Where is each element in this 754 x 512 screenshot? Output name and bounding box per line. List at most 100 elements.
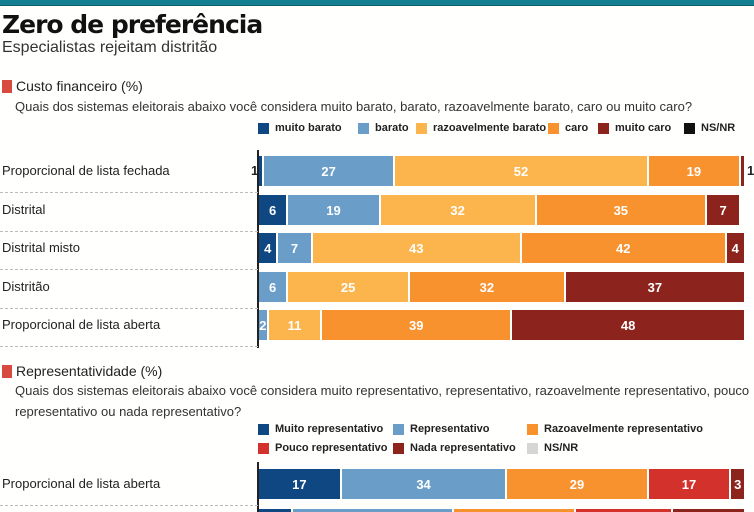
legend-swatch — [548, 122, 559, 134]
category-label: Distrital — [2, 202, 46, 217]
bar-segment-nada-representativo — [672, 509, 746, 512]
bar-segment-muito-barato: 6 — [259, 195, 289, 225]
section-title-representatividade: Representatividade (%) — [2, 363, 162, 379]
data-label: 6 — [268, 279, 277, 295]
legend-label: Muito representativo — [275, 423, 384, 435]
bar-segment-pouco-representativo: 17 — [648, 469, 732, 499]
data-label: 17 — [292, 476, 307, 492]
data-label: 6 — [268, 202, 277, 218]
bar-segment-muito-barato: 4 — [259, 233, 279, 263]
legend-item-representativo: Representativo — [393, 423, 489, 435]
data-label: 4 — [264, 240, 272, 256]
data-label: 37 — [647, 279, 663, 295]
data-label-outside: 1 — [747, 163, 754, 178]
legend-swatch — [258, 442, 269, 454]
bar-segment-muito-barato — [259, 156, 264, 186]
legend-item-caro: caro — [548, 122, 588, 134]
data-label: 29 — [569, 476, 585, 492]
data-label: 34 — [416, 476, 431, 492]
legend-swatch — [393, 423, 404, 435]
data-label: 39 — [409, 317, 424, 333]
data-label: 42 — [616, 240, 631, 256]
bar-segment-barato: 19 — [288, 195, 381, 225]
bar-segment-barato: 6 — [259, 272, 289, 302]
legend-label: Razoavelmente representativo — [544, 423, 703, 435]
category-label: Distritão — [2, 279, 50, 294]
bar-segment-muito-representativo — [259, 509, 294, 512]
bar-segment-razoavelmente-barato: 11 — [268, 310, 323, 340]
section-marker — [2, 364, 12, 378]
legend-label: caro — [565, 122, 589, 134]
data-label-outside: 1 — [251, 163, 259, 178]
data-label: 32 — [479, 279, 495, 295]
question-custo: Quais dos sistemas eleitorais abaixo voc… — [15, 99, 693, 114]
data-label: 52 — [513, 163, 529, 179]
legend-item-ns-nr: NS/NR — [684, 122, 735, 134]
legend-item-muito-caro: muito caro — [598, 122, 671, 134]
legend-item-ns-nr: NS/NR — [527, 442, 578, 454]
legend-label: Nada representativo — [410, 442, 516, 454]
data-label: 11 — [287, 317, 302, 333]
data-label: 32 — [450, 202, 465, 218]
legend-swatch — [684, 122, 695, 134]
legend-swatch — [527, 423, 538, 435]
legend-swatch — [393, 442, 404, 454]
bar-segment-muito-caro: 37 — [565, 272, 746, 302]
data-label: 27 — [321, 163, 336, 179]
legend-label: NS/NR — [701, 122, 736, 134]
legend-label: muito barato — [275, 122, 342, 134]
data-label: 3 — [734, 476, 742, 492]
legend-label: razoavelmente barato — [433, 122, 547, 134]
bar-segment-caro: 19 — [648, 156, 742, 186]
data-label: 4 — [731, 240, 739, 256]
row-separator — [0, 231, 258, 232]
data-label: 19 — [686, 163, 702, 179]
legend-swatch — [527, 442, 538, 454]
category-label: Distrital misto — [2, 240, 81, 255]
bar-segment-caro: 35 — [536, 195, 708, 225]
data-label: 35 — [613, 202, 629, 218]
section-title-custo: Custo financeiro (%) — [2, 78, 143, 94]
legend-item-muito-barato: muito barato — [258, 122, 342, 134]
legend-label: Representativo — [410, 423, 490, 435]
bar-segment-razoavelmente-barato: 25 — [288, 272, 410, 302]
data-label: 7 — [719, 202, 727, 218]
legend-item-pouco-representativo: Pouco representativo — [258, 442, 387, 454]
data-label: 7 — [290, 240, 299, 256]
legend-item-razoavelmente-representativo: Razoavelmente representativo — [527, 423, 703, 435]
row-separator — [0, 192, 258, 193]
data-label: 43 — [409, 240, 424, 256]
section-title-text: Custo financeiro (%) — [16, 78, 143, 94]
legend-swatch — [258, 423, 269, 435]
bar-segment-muito-caro — [741, 156, 746, 186]
category-label: Proporcional de lista aberta — [2, 476, 161, 491]
row-separator — [0, 269, 258, 270]
legend-label: muito caro — [615, 122, 672, 134]
legend-swatch — [358, 122, 369, 134]
legend-swatch — [258, 122, 269, 134]
bar-segment-muito-representativo: 17 — [259, 469, 342, 499]
y-axis-line — [257, 462, 259, 512]
data-label: 17 — [681, 476, 697, 492]
y-axis-line — [257, 150, 259, 348]
legend-swatch — [416, 122, 427, 134]
bar-segment-barato: 2 — [259, 310, 269, 340]
bar-segment-muito-caro: 7 — [707, 195, 742, 225]
bar-segment-barato: 7 — [278, 233, 313, 263]
category-label: Proporcional de lista aberta — [2, 317, 161, 332]
question-representatividade: Quais dos sistemas eleitorais abaixo voc… — [15, 383, 750, 419]
data-label: 2 — [259, 317, 267, 333]
data-label: 19 — [326, 202, 341, 218]
page-subtitle: Especialistas rejeitam distritão — [2, 39, 218, 56]
bar-segment-barato: 27 — [263, 156, 396, 186]
bar-segment-pouco-representativo — [575, 509, 673, 512]
legend-label: Pouco representativo — [275, 442, 388, 454]
legend-label: barato — [375, 122, 409, 134]
section-title-text: Representatividade (%) — [16, 363, 163, 379]
bar-segment-caro: 42 — [521, 233, 727, 263]
bar-segment-razoavelmente-representativo: 29 — [507, 469, 649, 499]
bar-segment-razoavelmente-barato: 43 — [312, 233, 522, 263]
row-separator — [0, 346, 258, 347]
bar-segment-caro: 32 — [409, 272, 566, 302]
bar-segment-nada-representativo: 3 — [731, 469, 746, 499]
